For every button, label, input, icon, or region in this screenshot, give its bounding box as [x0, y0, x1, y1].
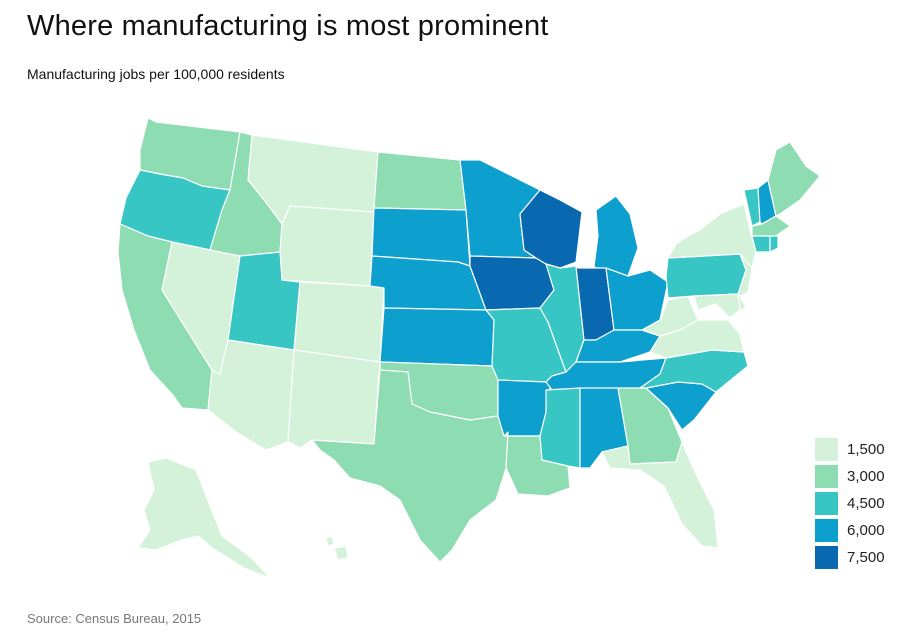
state-new-mexico	[287, 349, 381, 449]
state-maine	[767, 141, 821, 217]
map-legend: 1,500 3,000 4,500 6,000 7,500	[815, 436, 885, 571]
legend-item: 3,000	[815, 463, 885, 490]
legend-label: 6,000	[847, 522, 885, 539]
legend-label: 3,000	[847, 468, 885, 485]
state-north-dakota	[373, 151, 467, 211]
state-wyoming	[279, 205, 375, 287]
legend-item: 1,500	[815, 436, 885, 463]
state-florida	[601, 441, 719, 549]
legend-item: 7,500	[815, 544, 885, 571]
source-note: Source: Census Bureau, 2015	[27, 611, 202, 626]
state-iowa	[469, 255, 555, 311]
state-rhode-island	[769, 235, 779, 253]
legend-item: 6,000	[815, 517, 885, 544]
state-hawaii	[325, 535, 349, 561]
state-north-carolina	[639, 349, 749, 393]
state-maryland	[693, 293, 741, 319]
state-kansas	[379, 307, 495, 367]
map-subtitle: Manufacturing jobs per 100,000 residents	[27, 66, 285, 82]
state-new-york	[667, 203, 757, 269]
legend-swatch	[815, 519, 838, 542]
state-west-virginia	[641, 295, 699, 337]
state-alaska	[137, 457, 271, 579]
state-wisconsin	[519, 189, 583, 269]
state-colorado	[293, 281, 385, 363]
legend-swatch	[815, 492, 838, 515]
legend-label: 7,500	[847, 549, 885, 566]
legend-swatch	[815, 465, 838, 488]
state-texas	[311, 369, 509, 563]
state-mississippi	[539, 387, 581, 469]
legend-swatch	[815, 438, 838, 461]
legend-swatch	[815, 546, 838, 569]
legend-item: 4,500	[815, 490, 885, 517]
state-pennsylvania	[665, 253, 747, 299]
legend-label: 4,500	[847, 495, 885, 512]
legend-label: 1,500	[847, 441, 885, 458]
map-title: Where manufacturing is most prominent	[27, 10, 549, 42]
state-delaware	[737, 293, 747, 311]
